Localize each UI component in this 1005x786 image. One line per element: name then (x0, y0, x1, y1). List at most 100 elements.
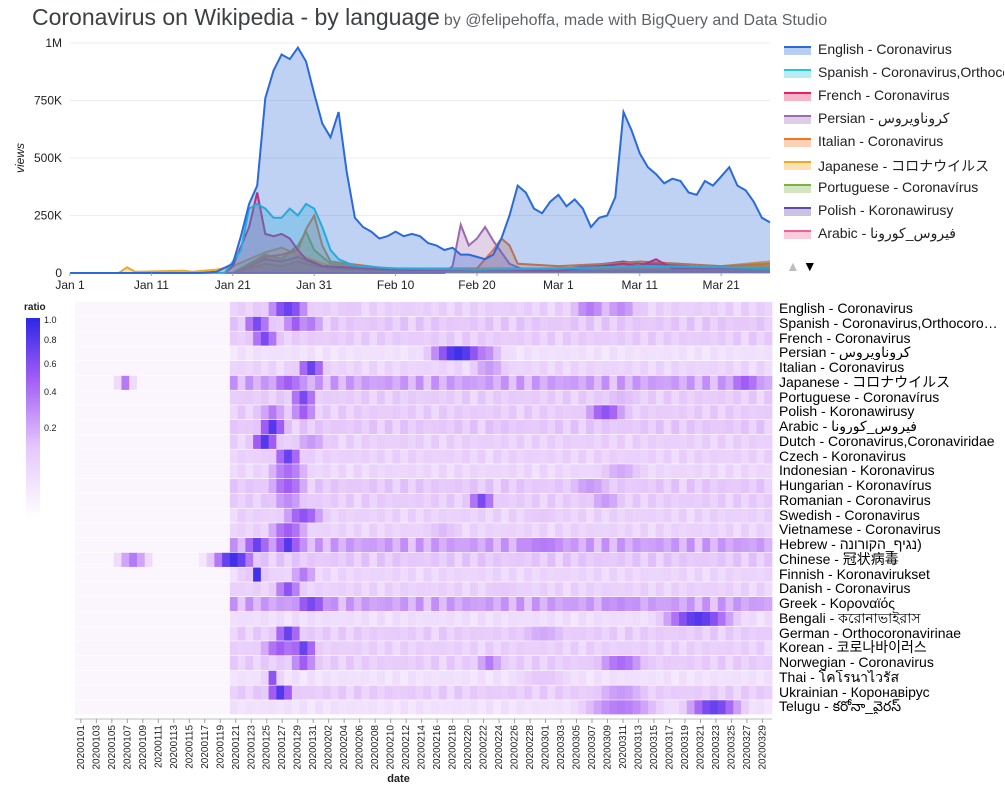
legend-item[interactable]: Persian - کروناویروس (784, 107, 1004, 130)
heatmap-cell (369, 434, 378, 449)
heatmap-cell (369, 331, 378, 346)
heatmap-cell (268, 685, 277, 700)
heatmap-cell (129, 656, 138, 671)
heatmap-cell (183, 597, 192, 612)
heatmap-cell (160, 567, 169, 582)
heatmap-cell (578, 685, 587, 700)
heatmap-cell (369, 346, 378, 361)
heatmap-cell (454, 626, 463, 641)
heatmap-cell (175, 375, 184, 390)
heatmap-cell (160, 538, 169, 553)
heatmap-cell (113, 449, 122, 464)
heatmap-cell (105, 656, 115, 671)
series-line[interactable] (70, 221, 771, 274)
legend-item[interactable]: Portuguese - Coronavírus (784, 176, 1004, 199)
heatmap-cell (733, 567, 742, 582)
heatmap-cell (578, 626, 587, 641)
heatmap-cell (640, 597, 649, 612)
heatmap-cell (547, 582, 556, 597)
heatmap-cell (129, 626, 138, 641)
heatmap-cell (291, 405, 300, 420)
heatmap-cell (276, 508, 285, 523)
legend-item[interactable]: French - Coronavirus (784, 84, 1004, 107)
heatmap-cell (338, 611, 347, 626)
heatmap-cell (741, 670, 750, 685)
heatmap-cell (640, 434, 649, 449)
series-line[interactable] (70, 260, 770, 274)
heatmap-cell (144, 493, 153, 508)
heatmap-cell (268, 479, 277, 494)
heatmap-cell (593, 700, 603, 715)
legend-swatch (784, 115, 811, 124)
heatmap-cell (485, 626, 494, 641)
x-tick-label: 20200218 (448, 725, 459, 770)
heatmap-cell (167, 656, 177, 671)
legend-item[interactable]: Italian - Coronavirus (784, 130, 1004, 153)
heatmap-cell (632, 493, 641, 508)
heatmap-cell (663, 361, 672, 376)
heatmap-cell (322, 656, 331, 671)
heatmap-cell (408, 361, 417, 376)
heatmap-cell (508, 302, 517, 317)
heatmap-cell (663, 641, 672, 656)
x-tick-label: Feb 20 (458, 278, 496, 292)
heatmap-cell (493, 420, 502, 435)
heatmap-cell (191, 434, 200, 449)
heatmap-cell (160, 656, 169, 671)
heatmap-cell (593, 626, 603, 641)
heatmap-cell (640, 420, 649, 435)
heatmap-cell (284, 420, 293, 435)
heatmap-cell (167, 626, 177, 641)
heatmap-cell (640, 567, 649, 582)
legend-item[interactable]: Polish - Koronawirusy (784, 199, 1004, 222)
heatmap-cell (663, 523, 672, 538)
heatmap-cell (686, 464, 695, 479)
heatmap-cell (222, 302, 231, 317)
heatmap-cell (253, 656, 262, 671)
heatmap-cell (237, 434, 246, 449)
heatmap-cell (384, 316, 393, 331)
heatmap-cell (346, 582, 355, 597)
series-line[interactable] (70, 202, 771, 274)
legend-item[interactable]: Spanish - Coronavirus,Orthocoronavirinae (784, 61, 1004, 84)
heatmap-cell (686, 552, 695, 567)
heatmap-cell (446, 685, 455, 700)
heatmap-cell (338, 656, 347, 671)
legend-item[interactable]: Japanese - コロナウイルス (784, 153, 1004, 176)
heatmap-cell (330, 361, 339, 376)
heatmap-cell (764, 420, 773, 435)
heatmap-cell (710, 611, 719, 626)
heatmap-cell (524, 641, 533, 656)
heatmap-cell (438, 685, 448, 700)
legend-item[interactable]: English - Coronavirus (784, 38, 1004, 61)
heatmap-cell (570, 508, 579, 523)
heatmap-cell (214, 670, 223, 685)
heatmap-cell (609, 346, 618, 361)
x-tick-label: 20200325 (726, 725, 737, 770)
heatmap-cell (617, 375, 626, 390)
heatmap-cell (469, 434, 479, 449)
heatmap-cell (144, 420, 153, 435)
heatmap-cell (655, 582, 664, 597)
heatmap-cell (446, 641, 455, 656)
legend-page-down-button[interactable]: ▼ (802, 258, 817, 274)
legend-page-up-button[interactable]: ▲ (786, 258, 800, 274)
heatmap-cell (423, 626, 432, 641)
heatmap-cell (748, 449, 757, 464)
legend-item[interactable]: Arabic - فيروس_كورونا (784, 222, 1004, 245)
heatmap-cell (756, 656, 765, 671)
heatmap-cell (485, 331, 494, 346)
heatmap-cell (632, 375, 641, 390)
heatmap-cell (377, 375, 386, 390)
heatmap-cell (377, 567, 386, 582)
heatmap-cell (268, 420, 277, 435)
heatmap-cell (593, 611, 603, 626)
heatmap-cell (400, 597, 409, 612)
heatmap-cell (562, 479, 572, 494)
series-line[interactable] (70, 45, 771, 274)
heatmap-cell (105, 641, 115, 656)
heatmap-cell (431, 611, 440, 626)
heatmap-cell (624, 582, 633, 597)
x-tick-label: 20200309 (602, 725, 613, 770)
heatmap-cell (400, 508, 409, 523)
